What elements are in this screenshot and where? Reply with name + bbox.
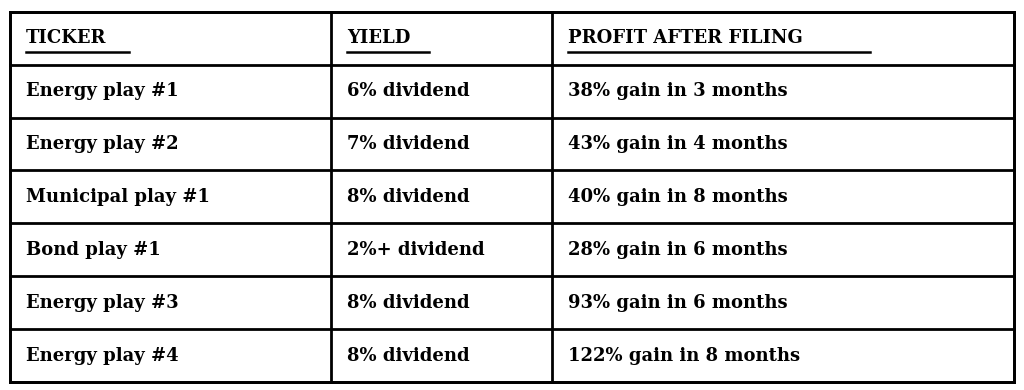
Text: 40% gain in 8 months: 40% gain in 8 months [567,188,787,206]
Text: 2%+ dividend: 2%+ dividend [347,241,484,259]
Text: 38% gain in 3 months: 38% gain in 3 months [567,82,787,100]
Text: 8% dividend: 8% dividend [347,294,469,312]
Text: Energy play #3: Energy play #3 [26,294,178,312]
Text: YIELD: YIELD [347,29,410,47]
Text: 8% dividend: 8% dividend [347,347,469,365]
Text: Energy play #1: Energy play #1 [26,82,178,100]
Text: 43% gain in 4 months: 43% gain in 4 months [567,135,787,153]
Text: Energy play #4: Energy play #4 [26,347,178,365]
Text: Energy play #2: Energy play #2 [26,135,178,153]
Text: 93% gain in 6 months: 93% gain in 6 months [567,294,787,312]
Text: 122% gain in 8 months: 122% gain in 8 months [567,347,800,365]
Text: Municipal play #1: Municipal play #1 [26,188,210,206]
Text: 8% dividend: 8% dividend [347,188,469,206]
Text: Bond play #1: Bond play #1 [26,241,161,259]
Text: PROFIT AFTER FILING: PROFIT AFTER FILING [567,29,802,47]
Text: 7% dividend: 7% dividend [347,135,469,153]
Text: TICKER: TICKER [26,29,106,47]
Text: 28% gain in 6 months: 28% gain in 6 months [567,241,787,259]
Text: 6% dividend: 6% dividend [347,82,469,100]
